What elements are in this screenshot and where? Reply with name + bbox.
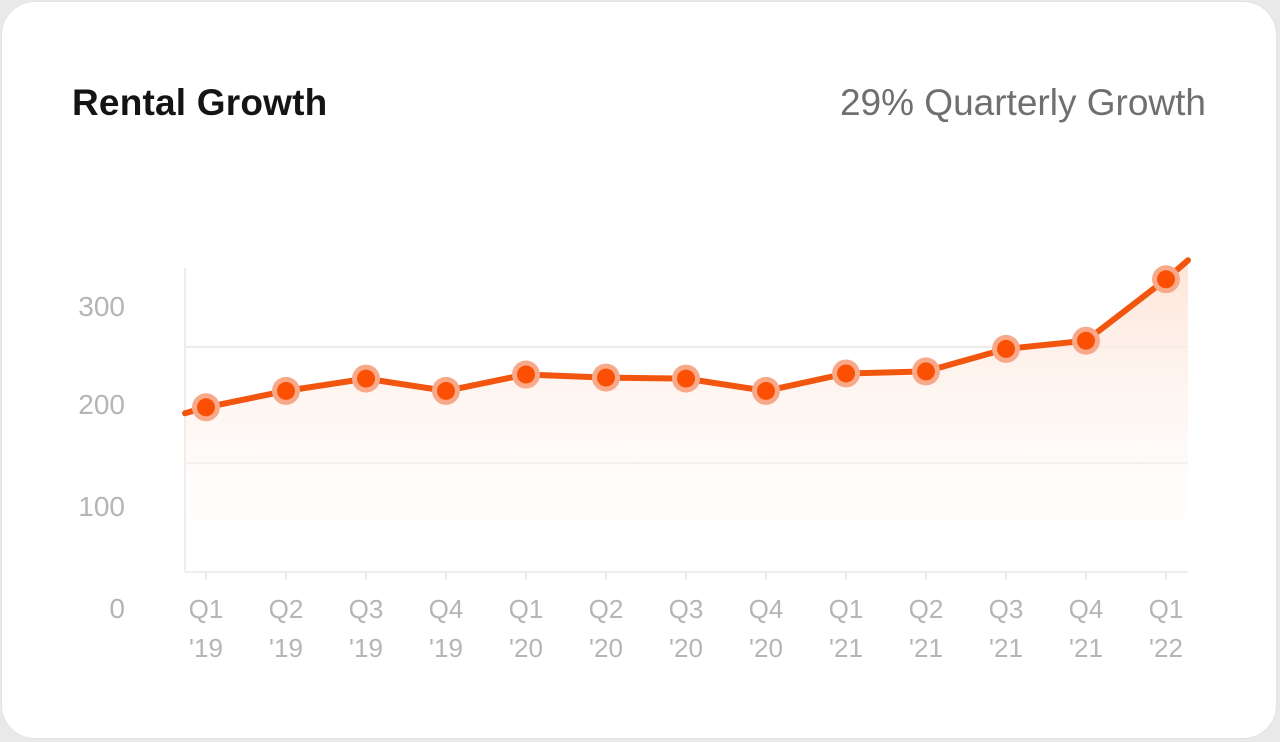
- x-tick-label-year: '22: [1149, 633, 1183, 663]
- data-point: [677, 369, 695, 388]
- data-point: [917, 362, 935, 381]
- x-tick-label-quarter: Q3: [349, 594, 384, 624]
- x-tick-label-year: '20: [669, 633, 703, 663]
- x-tick-label-year: '19: [189, 633, 223, 663]
- data-point: [357, 369, 375, 388]
- data-point: [597, 368, 615, 387]
- growth-summary: 29% Quarterly Growth: [839, 82, 1206, 123]
- x-tick-label-year: '21: [1069, 633, 1103, 663]
- y-tick-label: 200: [78, 389, 125, 420]
- x-tick-label-year: '20: [509, 633, 543, 663]
- x-tick-label-quarter: Q1: [189, 594, 224, 624]
- x-tick-label-year: '20: [749, 633, 783, 663]
- x-tick-label-quarter: Q4: [1069, 594, 1104, 624]
- x-tick-label-year: '19: [349, 633, 383, 663]
- x-tick-label-year: '21: [909, 633, 943, 663]
- y-tick-label: 100: [78, 491, 125, 522]
- x-tick-label-year: '21: [989, 633, 1023, 663]
- data-point: [437, 381, 455, 400]
- x-tick-label-quarter: Q1: [1149, 594, 1184, 624]
- data-point: [517, 365, 535, 384]
- x-tick-label-year: '20: [589, 633, 623, 663]
- x-tick-label-quarter: Q3: [989, 594, 1024, 624]
- data-point: [837, 364, 855, 383]
- x-tick-label-quarter: Q2: [909, 594, 944, 624]
- data-point: [197, 398, 215, 417]
- data-point: [757, 381, 775, 400]
- data-point: [277, 381, 295, 400]
- area-fill: [185, 260, 1188, 572]
- x-tick-label-quarter: Q1: [829, 594, 864, 624]
- data-point: [1157, 270, 1175, 289]
- data-point: [1077, 331, 1095, 350]
- y-tick-label: 0: [109, 593, 125, 624]
- y-tick-label: 300: [78, 291, 125, 322]
- x-tick-label-year: '21: [829, 633, 863, 663]
- x-tick-label-quarter: Q2: [589, 594, 624, 624]
- chart-title: Rental Growth: [72, 82, 328, 123]
- x-tick-label-quarter: Q1: [509, 594, 544, 624]
- x-tick-label-quarter: Q3: [669, 594, 704, 624]
- data-point: [997, 339, 1015, 358]
- x-tick-label-year: '19: [269, 633, 303, 663]
- x-tick-label-quarter: Q2: [269, 594, 304, 624]
- x-tick-label-quarter: Q4: [749, 594, 784, 624]
- x-tick-label-quarter: Q4: [429, 594, 464, 624]
- x-tick-label-year: '19: [429, 633, 463, 663]
